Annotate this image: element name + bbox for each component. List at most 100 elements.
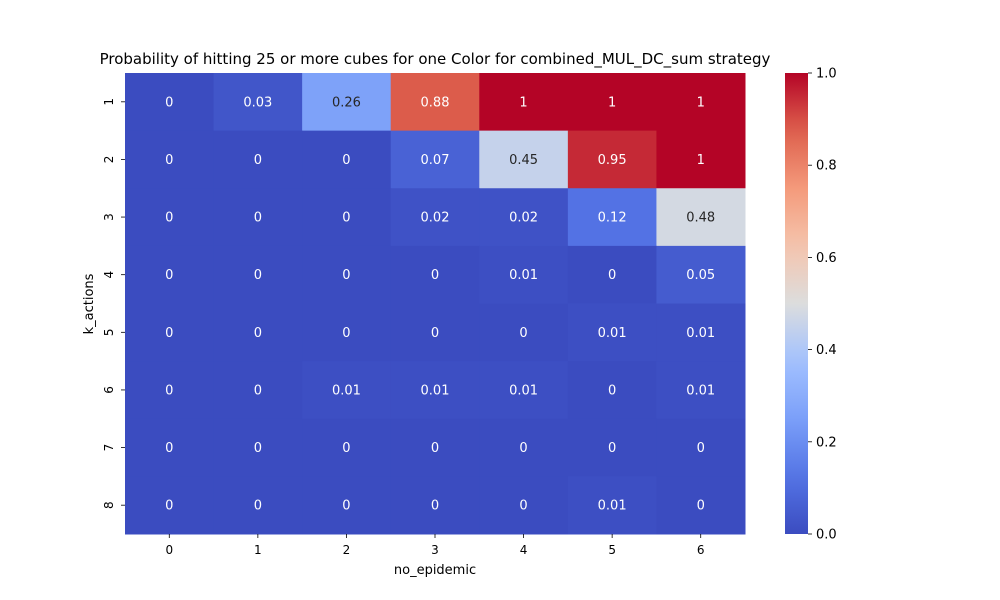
cell-value-label: 0 [342, 268, 350, 283]
cell-value-label: 0 [165, 383, 173, 398]
heatmap-cell [479, 361, 569, 420]
heatmap-cell [213, 418, 303, 477]
heatmap-cell [567, 73, 657, 132]
cell-value-label: 0 [519, 441, 527, 456]
cell-value-label: 0.12 [598, 211, 627, 226]
cell-value-label: 0.01 [421, 383, 450, 398]
cell-value-label: 1 [697, 95, 705, 110]
heatmap-cell [213, 245, 303, 304]
cell-value-label: 0 [165, 211, 173, 226]
cell-value-label: 0 [254, 441, 262, 456]
y-tick-label: 3 [102, 213, 116, 221]
y-tick-label: 8 [102, 501, 116, 509]
x-tick-label: 5 [608, 543, 616, 557]
colorbar-tick-label: 0.6 [816, 251, 837, 266]
cell-value-label: 0 [519, 326, 527, 341]
heatmap-cell [302, 303, 392, 362]
heatmap-cell [567, 418, 657, 477]
heatmap-cell [125, 188, 215, 247]
heatmap-cell [125, 73, 215, 132]
heatmap-cells [125, 73, 746, 535]
heatmap-cell [567, 361, 657, 420]
cell-value-label: 0.01 [598, 499, 627, 514]
heatmap-cell [302, 245, 392, 304]
cell-value-label: 0.26 [332, 95, 361, 110]
cell-value-label: 1 [519, 95, 527, 110]
heatmap-cell [213, 361, 303, 420]
heatmap-cell [656, 188, 746, 247]
heatmap-cell [479, 245, 569, 304]
cell-value-label: 0.48 [686, 211, 715, 226]
cell-value-label: 0 [165, 95, 173, 110]
cell-value-label: 0 [254, 268, 262, 283]
heatmap-cell [302, 188, 392, 247]
heatmap-cell [125, 130, 215, 189]
colorbar-tick-label: 1.0 [816, 67, 837, 82]
heatmap-cell [567, 245, 657, 304]
heatmap-cell [390, 361, 480, 420]
heatmap-cell [125, 361, 215, 420]
heatmap-cell [390, 245, 480, 304]
heatmap-cell [125, 418, 215, 477]
cell-value-label: 0 [608, 383, 616, 398]
cell-value-label: 0 [431, 326, 439, 341]
chart-title: Probability of hitting 25 or more cubes … [100, 50, 771, 69]
heatmap-cell [390, 130, 480, 189]
cell-value-label: 0 [165, 499, 173, 514]
heatmap-cell [567, 130, 657, 189]
heatmap-cell [567, 476, 657, 535]
y-axis-ticks: 1 2 3 4 5 6 7 8 [102, 98, 125, 509]
cell-value-label: 0.01 [509, 383, 538, 398]
cell-value-label: 0.01 [332, 383, 361, 398]
heatmap-cell [390, 476, 480, 535]
heatmap-cell [656, 361, 746, 420]
heatmap-cell [125, 245, 215, 304]
heatmap-cell [479, 73, 569, 132]
cell-value-label: 0.02 [509, 211, 538, 226]
cell-value-label: 0.88 [421, 95, 450, 110]
cell-value-label: 0.45 [509, 153, 538, 168]
heatmap-cell [125, 476, 215, 535]
cell-value-label: 0 [254, 211, 262, 226]
x-tick-label: 4 [520, 543, 528, 557]
heatmap-cell [213, 303, 303, 362]
cell-value-label: 0 [165, 326, 173, 341]
cell-value-label: 0 [165, 441, 173, 456]
heatmap-cell [479, 188, 569, 247]
heatmap-cell [479, 476, 569, 535]
cell-value-label: 0.02 [421, 211, 450, 226]
cell-value-label: 0.07 [421, 153, 450, 168]
heatmap-cell [656, 476, 746, 535]
heatmap-cell [213, 476, 303, 535]
cell-value-label: 0 [519, 499, 527, 514]
cell-value-label: 0.01 [509, 268, 538, 283]
cell-value-label: 0 [342, 499, 350, 514]
heatmap-cell [567, 188, 657, 247]
cell-value-label: 0.05 [686, 268, 715, 283]
y-tick-label: 2 [102, 156, 116, 164]
heatmap-cell [302, 418, 392, 477]
cell-value-label: 0.01 [686, 326, 715, 341]
cell-value-label: 0 [342, 153, 350, 168]
colorbar [785, 73, 808, 534]
heatmap-cell [479, 130, 569, 189]
colorbar-ticks: 0.0 0.2 0.4 0.6 0.8 1.0 [808, 67, 837, 543]
heatmap-cell [656, 418, 746, 477]
x-axis-ticks: 0 1 2 3 4 5 6 [165, 534, 705, 557]
cell-value-label: 0 [431, 268, 439, 283]
x-axis-label: no_epidemic [394, 563, 476, 578]
x-tick-label: 2 [343, 543, 351, 557]
heatmap-cell [390, 418, 480, 477]
heatmap-cell [656, 130, 746, 189]
y-tick-label: 1 [102, 98, 116, 106]
x-tick-label: 6 [697, 543, 705, 557]
heatmap-cell [390, 188, 480, 247]
heatmap-cell [213, 188, 303, 247]
cell-value-label: 0 [697, 441, 705, 456]
y-tick-label: 6 [102, 386, 116, 394]
y-tick-label: 7 [102, 444, 116, 452]
cell-value-label: 0 [697, 499, 705, 514]
cell-value-label: 0 [608, 441, 616, 456]
